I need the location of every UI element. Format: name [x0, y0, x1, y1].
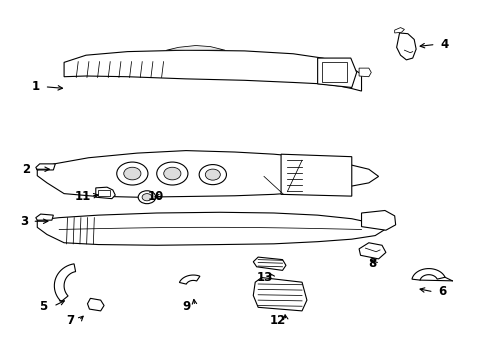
Circle shape — [163, 167, 181, 180]
Polygon shape — [37, 212, 384, 245]
Polygon shape — [317, 58, 356, 87]
Polygon shape — [411, 269, 444, 280]
Polygon shape — [179, 275, 200, 284]
Circle shape — [138, 191, 156, 204]
Polygon shape — [37, 150, 378, 197]
Polygon shape — [64, 50, 361, 91]
Polygon shape — [87, 298, 104, 311]
Text: 8: 8 — [367, 257, 376, 270]
Text: 9: 9 — [183, 300, 191, 313]
Text: 10: 10 — [147, 190, 163, 203]
Text: 11: 11 — [74, 190, 91, 203]
Text: 7: 7 — [66, 314, 74, 327]
Bar — [98, 190, 110, 196]
Circle shape — [117, 162, 148, 185]
Bar — [321, 62, 346, 82]
Polygon shape — [361, 211, 395, 230]
Polygon shape — [358, 68, 370, 77]
Circle shape — [157, 162, 187, 185]
Polygon shape — [358, 243, 385, 259]
Text: 3: 3 — [20, 215, 28, 228]
Polygon shape — [253, 278, 306, 311]
Polygon shape — [36, 214, 53, 220]
Polygon shape — [394, 28, 404, 33]
Polygon shape — [281, 154, 351, 196]
Polygon shape — [253, 257, 285, 270]
Polygon shape — [396, 33, 415, 60]
Text: 2: 2 — [22, 163, 30, 176]
Text: 12: 12 — [269, 314, 285, 327]
Polygon shape — [36, 164, 55, 170]
Circle shape — [205, 169, 220, 180]
Circle shape — [142, 194, 152, 201]
Polygon shape — [166, 45, 224, 50]
Text: 4: 4 — [439, 38, 447, 51]
Text: 1: 1 — [32, 80, 40, 93]
Polygon shape — [96, 187, 115, 199]
Text: 13: 13 — [256, 271, 272, 284]
Text: 6: 6 — [437, 285, 445, 298]
Circle shape — [199, 165, 226, 185]
Polygon shape — [54, 264, 76, 302]
Circle shape — [123, 167, 141, 180]
Text: 5: 5 — [40, 300, 48, 313]
